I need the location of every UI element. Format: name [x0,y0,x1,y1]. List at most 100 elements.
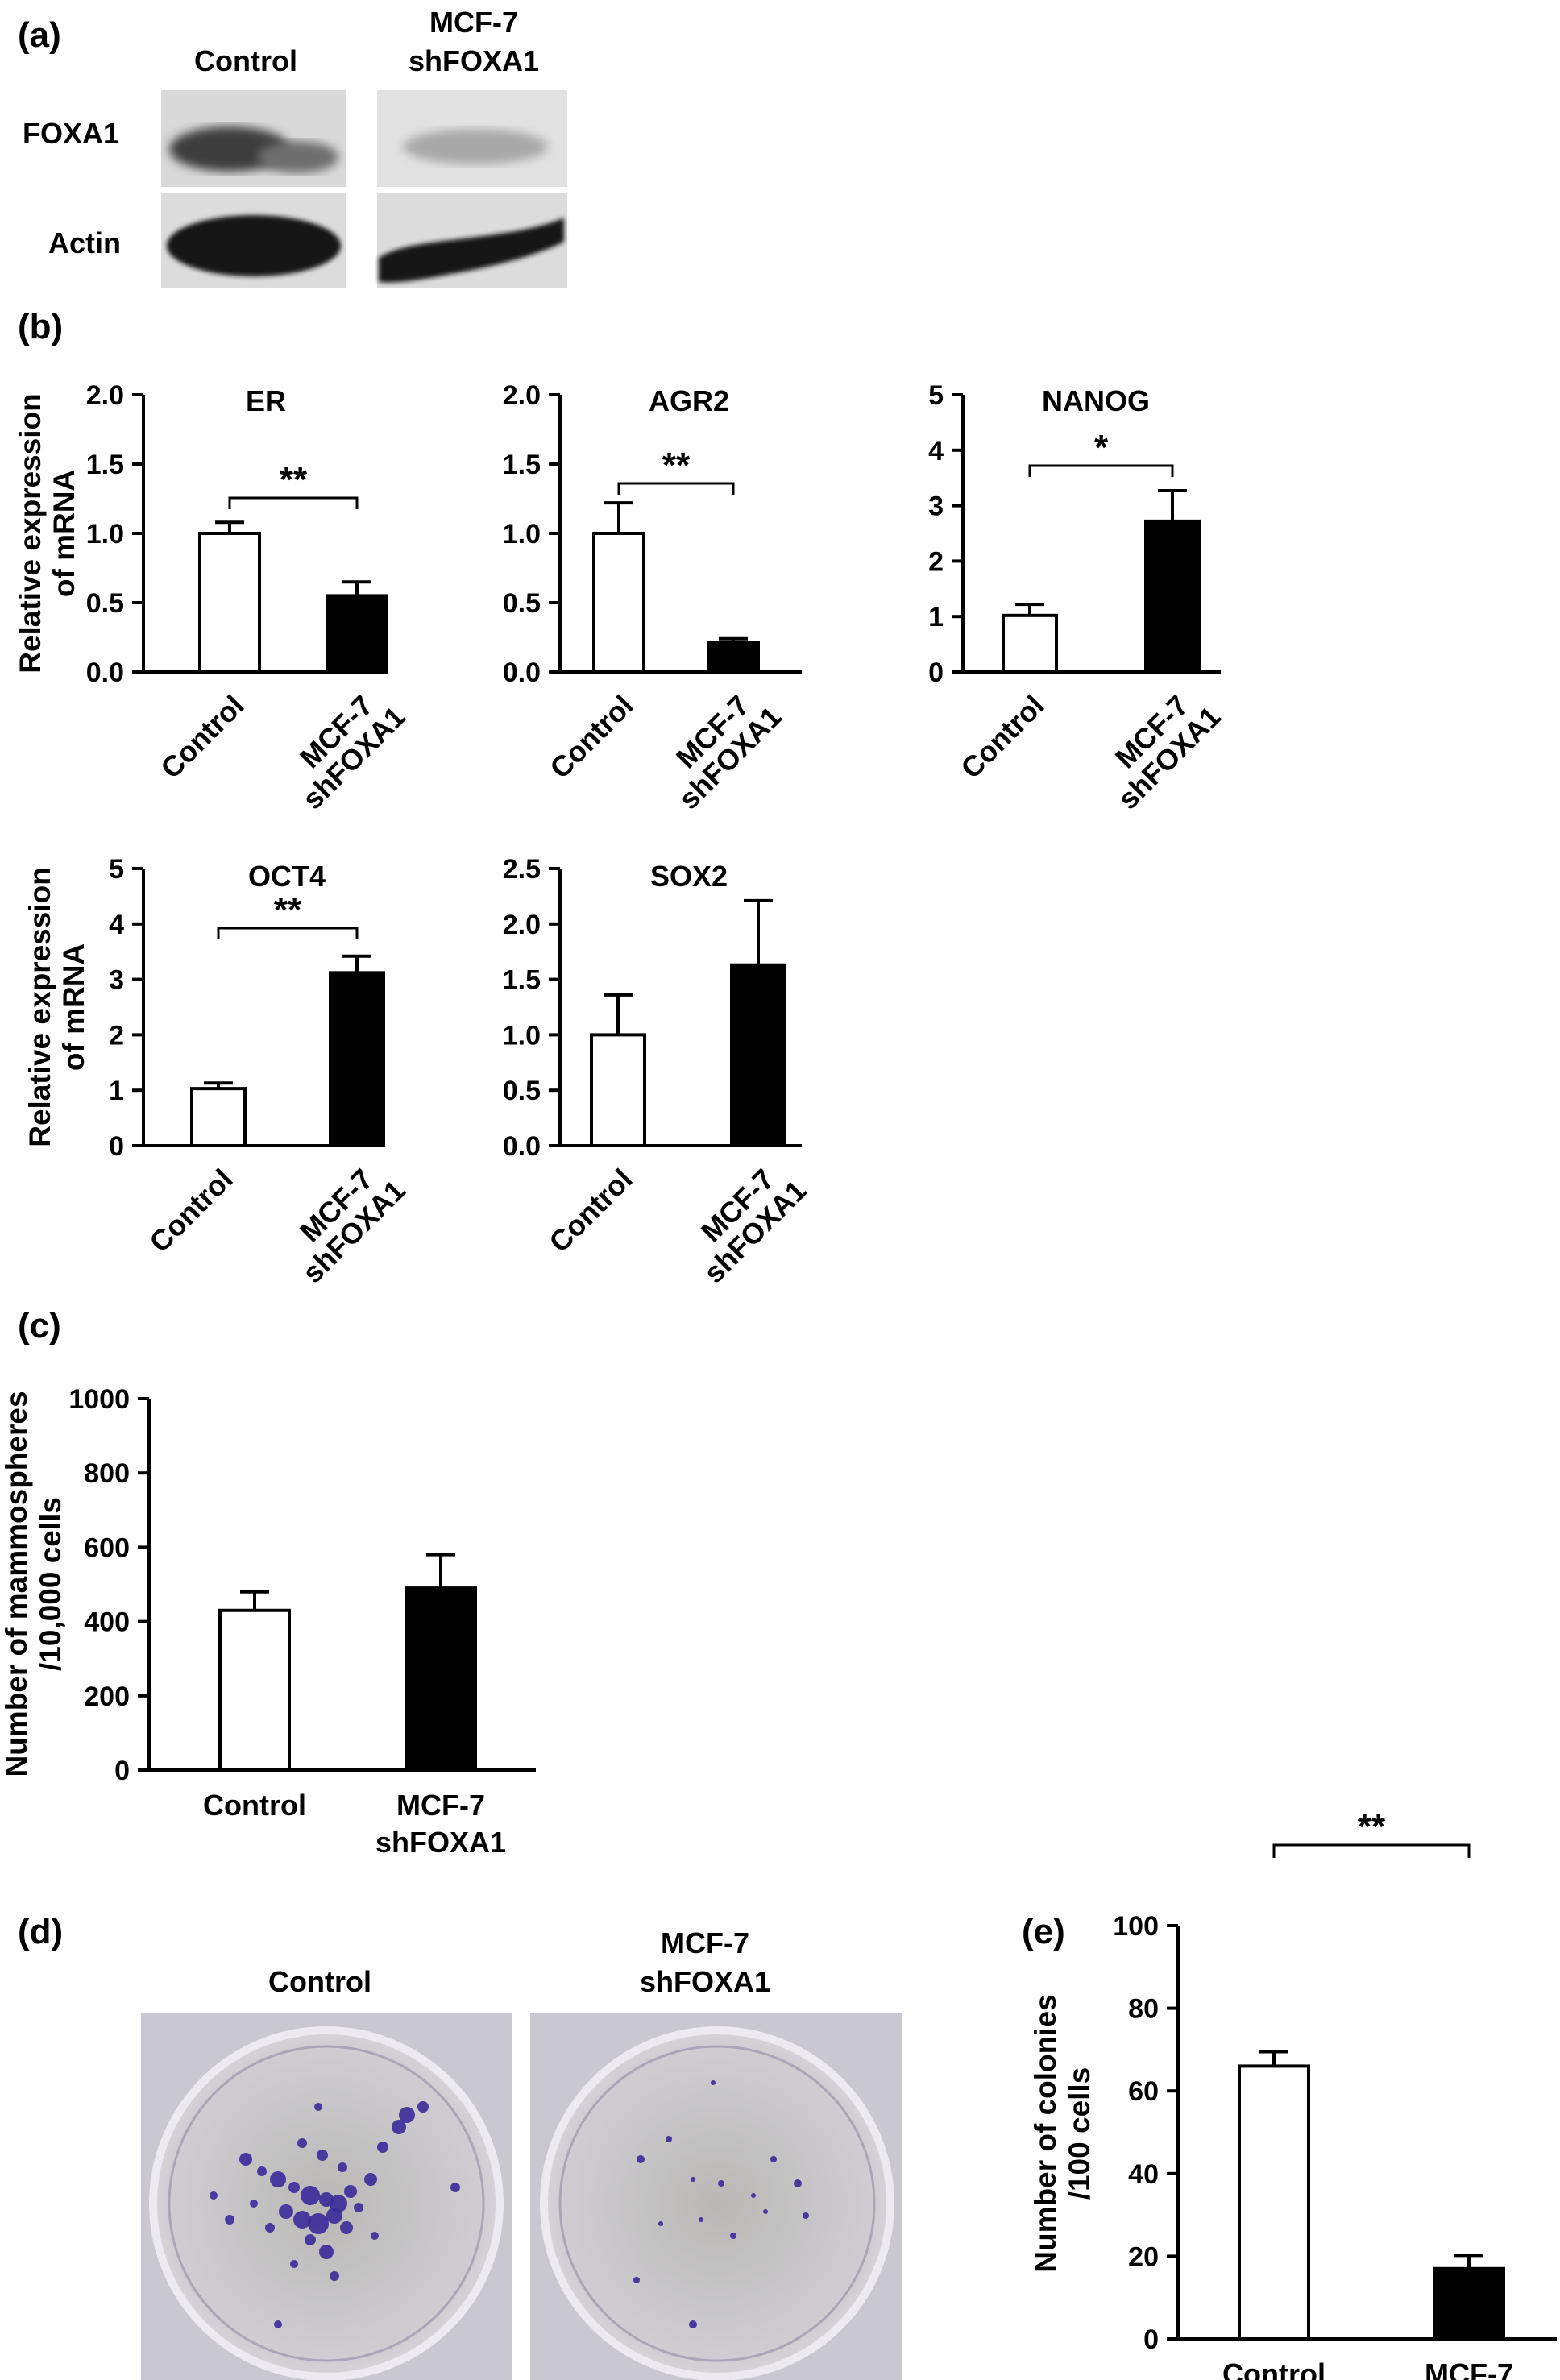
bar-shfoxa1 [730,963,786,1148]
y-axis-label: Relative expression [14,393,47,674]
colony [730,2233,736,2239]
colony [718,2180,724,2187]
chart-title: NANOG [1042,384,1150,417]
colony [691,2177,695,2182]
y-tick-label: 0.0 [86,657,124,688]
photo-label-control: Control [268,1965,371,1998]
x-category-label: Control [543,689,639,785]
x-category-label: Control [203,1789,306,1822]
y-tick-label: 400 [84,1607,130,1638]
y-tick-label: 5 [928,380,944,411]
y-tick-label: 200 [84,1681,130,1712]
colony [417,2101,429,2113]
significance-bracket [228,496,359,509]
colony [763,2209,768,2214]
panel-label-c: (c) [18,1306,61,1345]
significance-label: ** [1358,1807,1386,1847]
chart-title: OCT4 [248,860,326,893]
significance-bracket [217,927,359,939]
x-category-label: shFOXA1 [375,1826,506,1859]
colony-photos: Control MCF-7 shFOXA1 [141,1926,902,2380]
y-axis-label: /100 cells [1063,2067,1096,2200]
x-category-label: MCF-7 [1425,2357,1513,2380]
chart-title: ER [246,384,286,417]
x-category-label: Control [542,1163,638,1258]
chart-b-ER: 0.00.51.01.52.0 ER**Control MCF-7shFOXA1Re… [14,380,412,815]
y-tick-label: 100 [1113,1911,1159,1942]
y-tick-label: 0 [1143,2324,1159,2355]
y-tick-label: 1 [928,602,944,632]
y-axis-label: of mRNA [57,943,90,1071]
y-tick-label: 80 [1128,1994,1159,2025]
blot-band-actin-shfoxa1 [377,193,567,288]
colony [338,2162,347,2172]
colony [250,2200,258,2208]
y-tick-label: 2 [928,546,944,577]
y-tick-label: 0.5 [503,1076,541,1106]
colony [210,2191,218,2200]
y-tick-label: 0.0 [503,657,541,688]
y-tick-label: 0.5 [503,588,541,619]
x-category-label: Control [154,689,250,785]
colony [658,2221,663,2226]
significance-bracket [1272,1843,1471,1858]
y-axis-label: /10,000 cells [34,1497,67,1671]
y-tick-label: 3 [109,965,124,996]
colony [297,2138,307,2148]
colony [770,2156,777,2162]
bar-charts: 0.0 0.5 1.0 1.5 2.0 ER ** Control MCF-7 shFOXA1 Re… [0,380,1557,2380]
y-tick-label: 2 [109,1020,124,1051]
y-tick-label: 0 [928,657,944,688]
y-tick-label: 60 [1128,2076,1159,2107]
panel-label-e: (e) [1022,1912,1065,1951]
y-tick-label: 0 [109,1131,124,1162]
blot-column-control: Control [194,44,297,77]
colony [288,2182,300,2193]
bar-shfoxa1 [329,971,385,1147]
colony [354,2203,363,2212]
colony [377,2142,388,2153]
bar-shfoxa1 [1144,519,1201,674]
colonies-control [210,2101,460,2328]
colony [225,2215,234,2225]
significance-label: ** [662,446,691,485]
colony [265,2223,275,2233]
colony [257,2166,267,2176]
y-tick-label: 5 [109,854,124,885]
blot-column-shfoxa1: shFOXA1 [409,44,539,77]
chart-e-colonies: 020406080100**ControlMCF-7shFOXA1Number … [1029,1807,1557,2380]
y-tick-label: 1.0 [503,1020,541,1051]
y-tick-label: 1000 [68,1384,130,1415]
panel-label-d: (d) [18,1912,63,1951]
y-tick-label: 0.5 [86,588,124,619]
colony [308,2213,329,2234]
colony [314,2103,322,2111]
colony [392,2120,406,2134]
x-category-label: Control [1222,2357,1326,2380]
bar-shfoxa1 [405,1586,477,1772]
colony [450,2183,460,2192]
y-axis-label: Number of mammospheres [0,1391,33,1777]
colony [293,2211,311,2229]
significance-label: ** [280,460,308,500]
x-category-label: Control [143,1163,239,1258]
colony [666,2136,672,2142]
photo-label-mcf7: MCF-7 [661,1926,749,1959]
y-tick-label: 0.0 [503,1131,541,1162]
blot-band-actin-control [161,193,346,288]
western-blot: Control MCF-7 shFOXA1 FOXA1 Actin [23,6,567,288]
colony [305,2234,316,2245]
colony [803,2212,809,2219]
colony [633,2277,640,2283]
colony [290,2260,298,2268]
bar-control [218,1608,291,1773]
y-tick-label: 2.0 [503,910,541,940]
y-tick-label: 4 [109,910,124,940]
colony [317,2150,328,2161]
blot-row-actin: Actin [48,226,121,259]
y-axis-label: Relative expression [23,867,56,1147]
y-tick-label: 40 [1128,2159,1159,2190]
